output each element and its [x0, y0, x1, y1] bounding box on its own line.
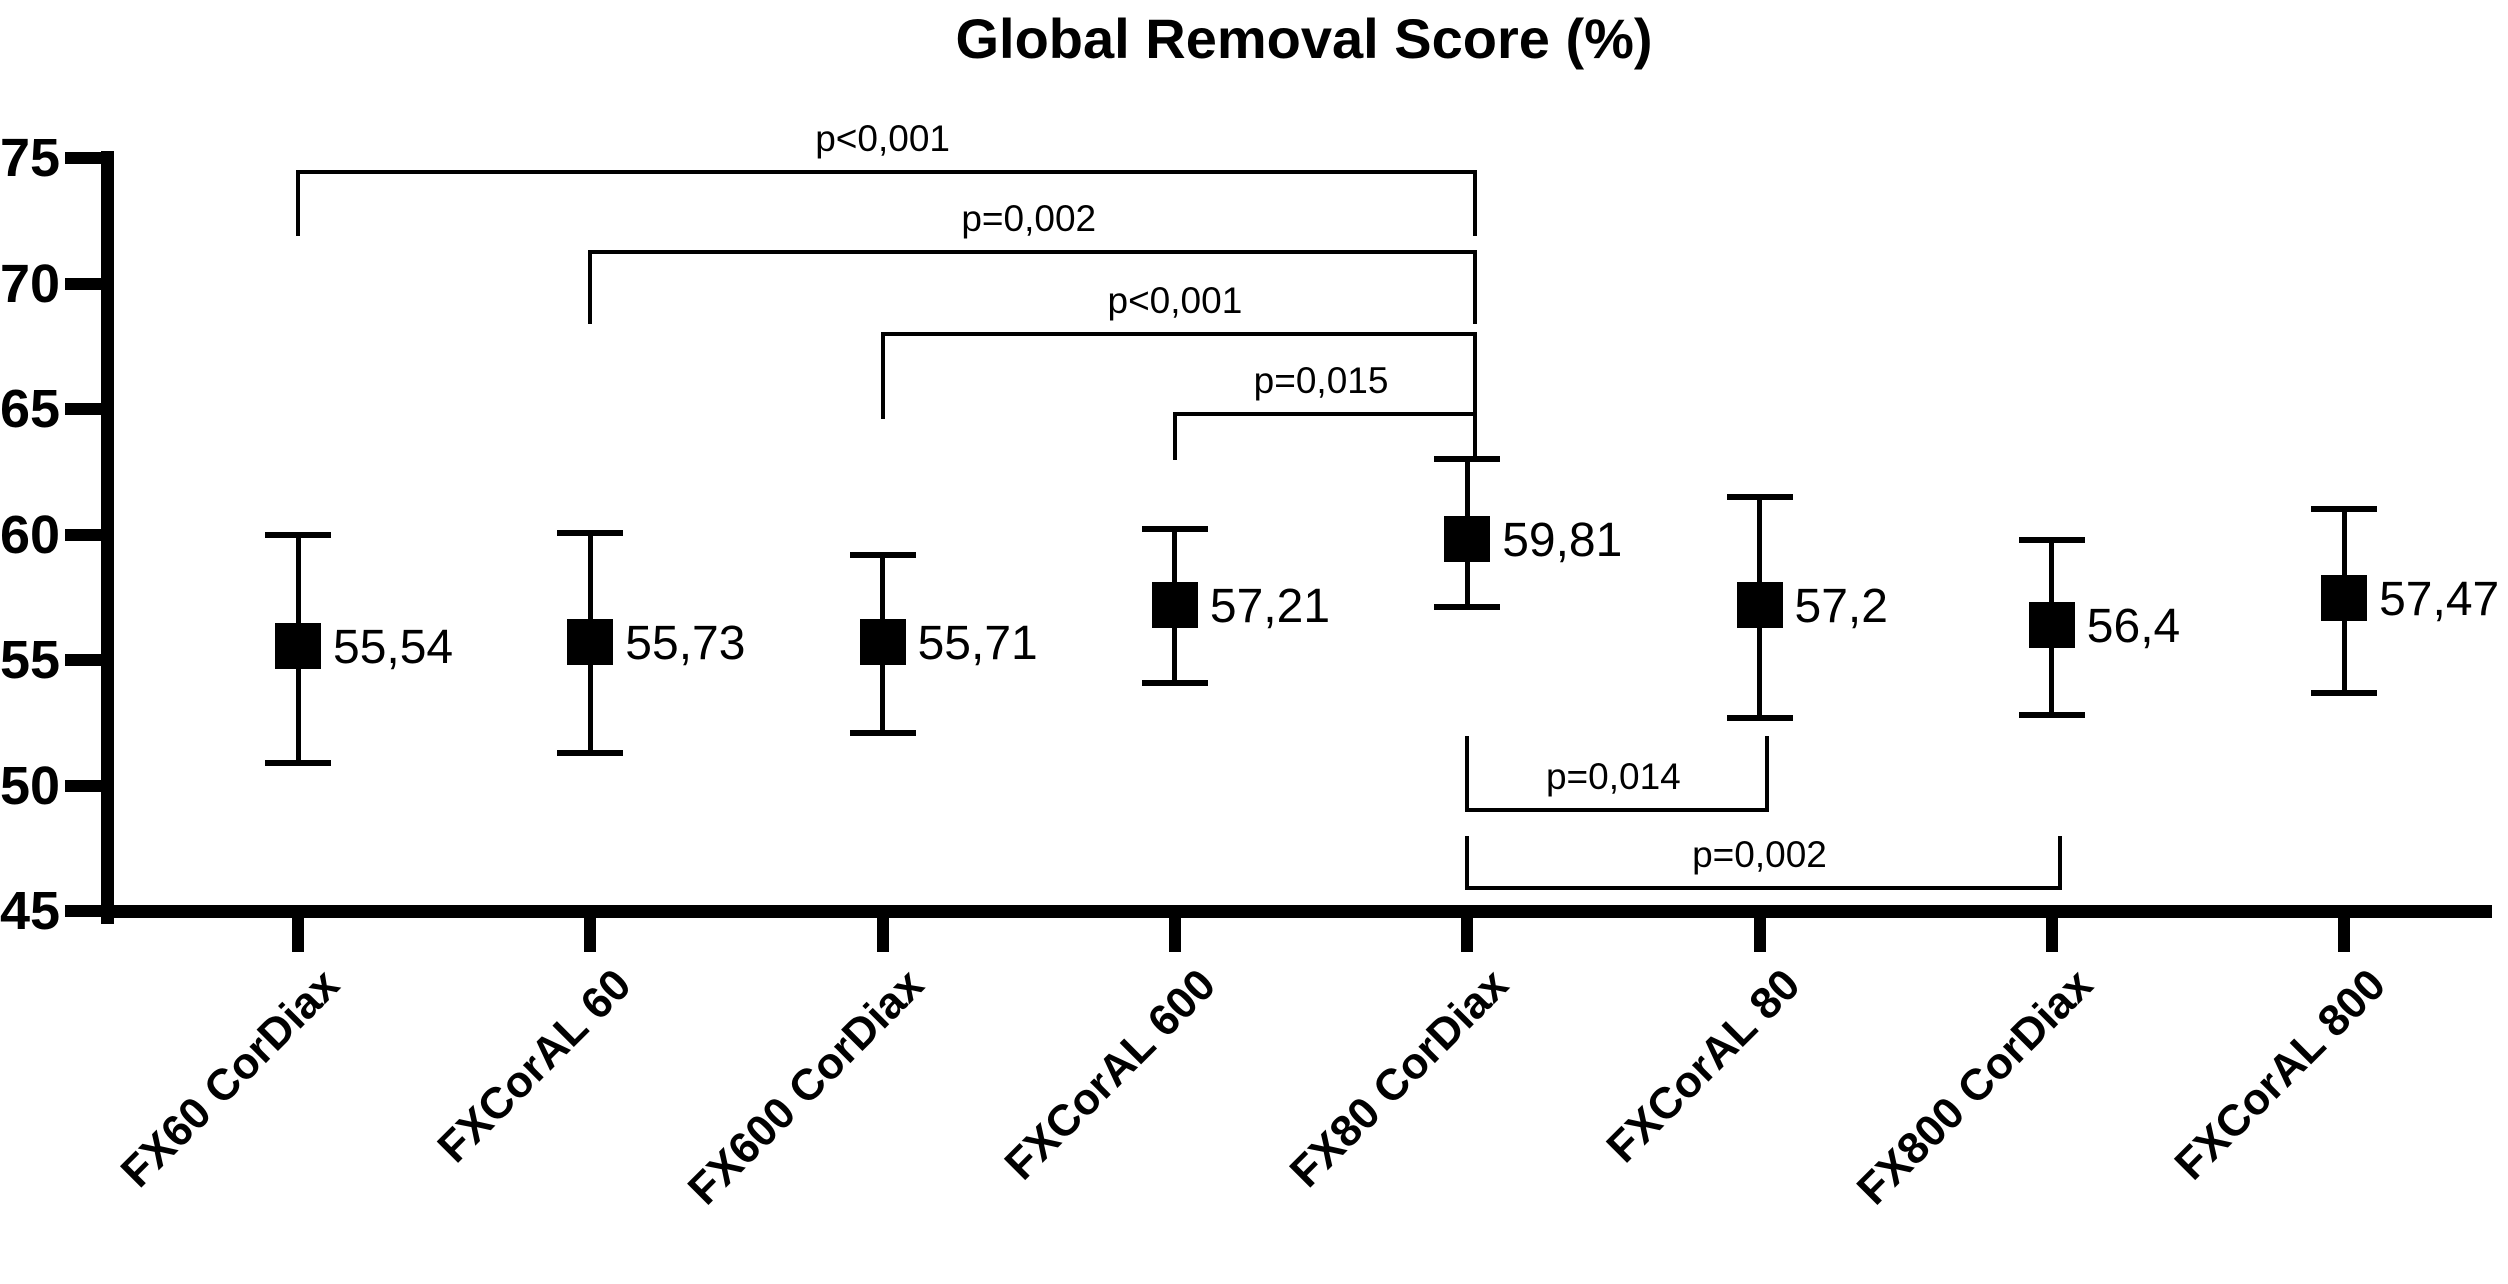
x-axis-tick	[292, 918, 304, 952]
x-axis-category-label: FXCorAL 60	[428, 959, 641, 1173]
x-axis-category-label: FXCorAL 600	[995, 959, 1226, 1190]
x-axis-tick	[1168, 918, 1181, 952]
significance-p-value-label: p=0,002	[1692, 834, 1827, 875]
x-axis-tick	[2338, 918, 2351, 952]
x-axis-category-label: FX60 CorDiax	[111, 959, 349, 1197]
y-axis-tick-label: 70	[0, 253, 61, 314]
y-axis-tick-label: 65	[0, 379, 61, 439]
data-point-value-label: 57,47	[2379, 573, 2500, 626]
x-axis-category-label: FXCorAL 80	[1597, 959, 1811, 1173]
data-point-marker	[1151, 581, 1198, 628]
x-axis-category-label: FX600 CorDiax	[678, 959, 934, 1215]
y-axis-tick	[65, 528, 107, 541]
y-axis-tick-label: 75	[0, 128, 61, 188]
error-bar-cap-top	[265, 531, 331, 538]
x-axis-category-label: FX800 CorDiax	[1848, 959, 2103, 1215]
error-bar-cap-bottom	[1141, 679, 1208, 686]
error-bar-cap-bottom	[849, 729, 916, 736]
x-axis-tick	[584, 918, 597, 952]
data-point-value-label: 55,71	[917, 617, 1038, 671]
significance-p-value-label: p=0,014	[1545, 756, 1681, 797]
x-axis-category-label: FXCorAL 800	[2165, 959, 2395, 1190]
x-axis-tick	[2045, 918, 2058, 952]
y-axis-tick-label: 55	[0, 630, 61, 690]
error-bar-cap-bottom	[2018, 712, 2085, 719]
x-axis-tick	[1461, 918, 1474, 952]
x-axis-tick	[876, 918, 889, 952]
y-axis-tick	[65, 779, 107, 792]
significance-bracket	[1465, 836, 2062, 890]
data-point-value-label: 59,81	[1502, 514, 1623, 568]
error-bar-cap-top	[1434, 456, 1501, 463]
chart-title: Global Removal Score (%)	[955, 7, 1653, 70]
error-bar-cap-top	[1141, 526, 1208, 533]
error-bar-cap-top	[2018, 536, 2085, 543]
error-bar-cap-bottom	[1726, 714, 1793, 721]
y-axis-tick-label: 50	[0, 755, 61, 816]
significance-bracket	[296, 170, 1478, 236]
significance-bracket	[880, 332, 1478, 419]
error-bar-cap-bottom	[2311, 689, 2378, 696]
x-axis-category-label: FX80 CorDiax	[1280, 959, 1518, 1197]
y-axis-tick	[65, 152, 107, 164]
data-point-value-label: 57,21	[1209, 579, 1331, 633]
error-bar-cap-bottom	[1434, 604, 1501, 611]
significance-bracket	[1172, 412, 1478, 460]
x-axis-line	[101, 905, 2492, 918]
error-bar-cap-top	[1726, 493, 1793, 500]
significance-p-value-label: p=0,015	[1253, 360, 1389, 401]
significance-p-value-label: p=0,002	[961, 198, 1097, 239]
error-bar-cap-top	[557, 530, 624, 537]
significance-bracket	[588, 250, 1478, 324]
significance-p-value-label: p<0,001	[1107, 280, 1243, 321]
significance-bracket	[1465, 736, 1770, 812]
data-point-marker	[1444, 516, 1491, 563]
y-axis-tick	[65, 277, 107, 290]
data-point-value-label: 57,2	[1794, 579, 1888, 633]
data-point-marker	[2321, 575, 2368, 621]
error-bar-cap-bottom	[265, 759, 331, 766]
data-point-value-label: 55,73	[625, 616, 746, 670]
error-bar-cap-top	[849, 551, 916, 558]
error-bar-cap-bottom	[557, 749, 624, 756]
y-axis-tick	[65, 905, 107, 917]
data-point-marker	[859, 619, 906, 666]
error-bar-cap-top	[2311, 506, 2378, 513]
data-point-marker	[275, 623, 321, 670]
significance-p-value-label: p<0,001	[815, 118, 950, 159]
data-point-value-label: 55,54	[333, 621, 454, 675]
data-point-marker	[567, 618, 614, 665]
y-axis-tick-label: 45	[0, 881, 61, 941]
data-point-value-label: 56,4	[2086, 599, 2181, 653]
y-axis-tick-label: 60	[0, 504, 61, 565]
y-axis-tick	[65, 403, 107, 415]
data-point-marker	[2028, 601, 2075, 648]
y-axis-line	[101, 151, 114, 924]
x-axis-tick	[1753, 918, 1766, 952]
y-axis-tick	[65, 654, 107, 666]
data-point-marker	[1736, 581, 1783, 628]
